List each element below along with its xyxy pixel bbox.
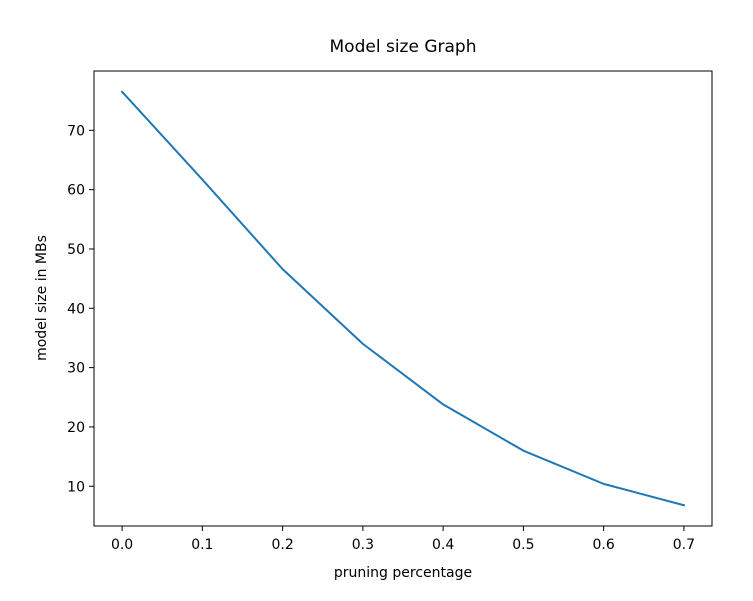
y-tick-label: 30 [67,361,85,377]
y-tick-label: 40 [67,301,85,317]
x-tick-label: 0.2 [271,537,293,553]
x-axis: 0.0 0.1 0.2 0.3 0.4 0.5 0.6 0.7 [111,526,695,553]
y-tick-label: 20 [67,420,85,436]
x-tick-label: 0.4 [432,537,454,553]
chart-title: Model size Graph [330,37,477,57]
y-tick-label: 70 [67,123,85,139]
y-axis: 10 20 30 40 50 60 70 [67,123,94,495]
y-tick-label: 50 [67,242,85,258]
x-axis-label: pruning percentage [334,565,472,581]
series-line [120,90,686,507]
x-tick-label: 0.0 [111,537,133,553]
y-tick-label: 10 [67,479,85,495]
y-tick-label: 60 [67,183,85,199]
x-tick-label: 0.6 [593,537,615,553]
x-tick-label: 0.3 [352,537,374,553]
x-tick-label: 0.1 [191,537,213,553]
x-tick-label: 0.7 [673,537,695,553]
plot-area-frame [93,70,713,527]
x-tick-label: 0.5 [512,537,534,553]
series-layer [120,90,686,507]
y-axis-label: model size in MBs [34,235,50,361]
